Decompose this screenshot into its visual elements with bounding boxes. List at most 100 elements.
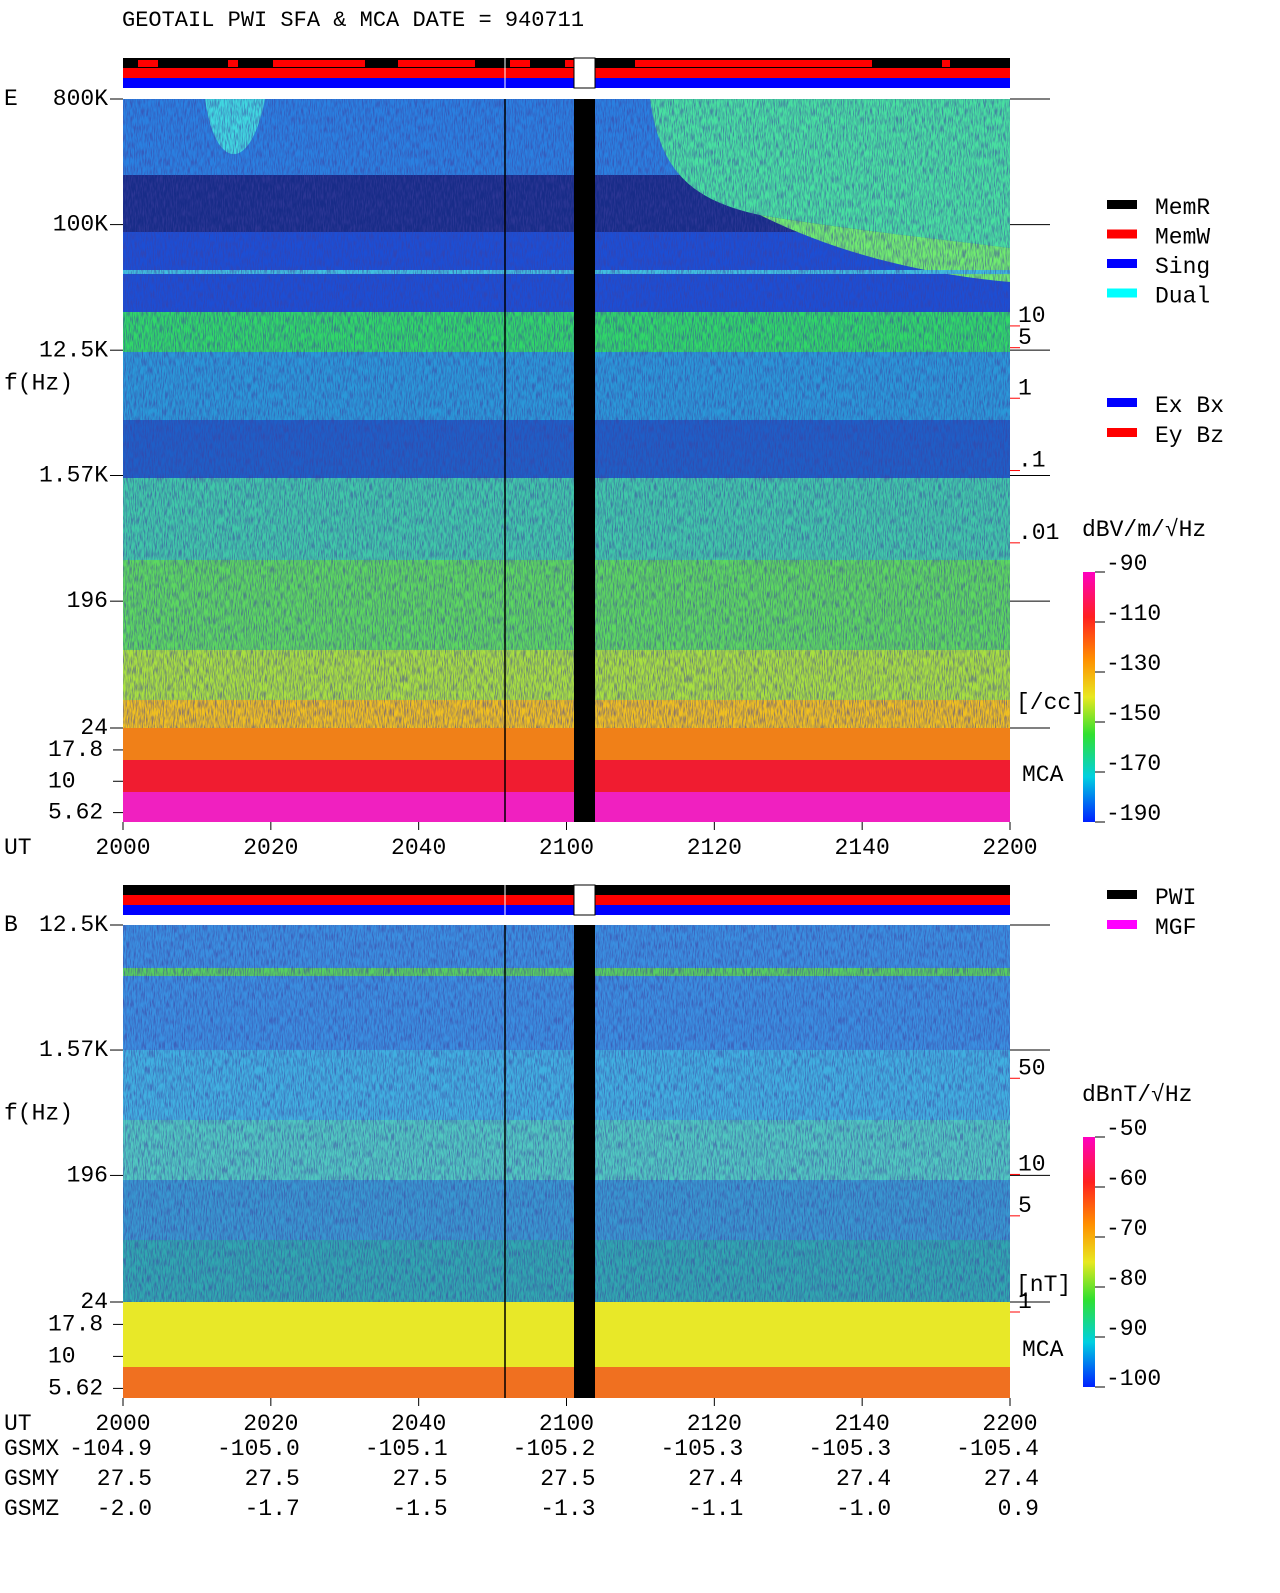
mca-label: MCA bbox=[1022, 1337, 1064, 1363]
y2-tick-label: 5 bbox=[1018, 325, 1032, 351]
orbit-cell: 0.9 bbox=[998, 1496, 1039, 1522]
legend-swatch bbox=[1107, 398, 1137, 407]
legend-swatch bbox=[1107, 288, 1137, 298]
status-gap bbox=[573, 884, 596, 916]
colorbar-tick-label: -80 bbox=[1106, 1266, 1147, 1292]
orbit-cell: 27.4 bbox=[688, 1466, 743, 1492]
legend-swatch bbox=[1107, 890, 1137, 899]
orbit-cell: -105.1 bbox=[365, 1436, 448, 1462]
y-axis-label: f(Hz) bbox=[4, 371, 73, 397]
mca-tick-label: 10 bbox=[48, 1343, 76, 1369]
y-tick-label: 24 bbox=[80, 715, 108, 741]
y-axis-label: f(Hz) bbox=[4, 1101, 73, 1127]
status-seg bbox=[273, 60, 365, 67]
x-tick-label: 2020 bbox=[243, 1411, 298, 1437]
x-tick-label: 2200 bbox=[982, 835, 1037, 861]
colorbar-tick-label: -90 bbox=[1106, 1316, 1147, 1342]
mca-tick-label: 17.8 bbox=[48, 737, 103, 763]
orbit-cell: -104.9 bbox=[69, 1436, 152, 1462]
colorbar-tick-label: -150 bbox=[1106, 701, 1161, 727]
x-tick-label: 2100 bbox=[539, 1411, 594, 1437]
y2-tick-label: 5 bbox=[1018, 1193, 1032, 1219]
orbit-cell: -1.7 bbox=[245, 1496, 300, 1522]
x-tick-label: 2020 bbox=[243, 835, 298, 861]
y-tick-label: 100K bbox=[53, 212, 108, 238]
mca-tick-label: 5.62 bbox=[48, 800, 103, 826]
orbit-cell: 27.4 bbox=[984, 1466, 1039, 1492]
legend-label: Ex Bx bbox=[1155, 393, 1224, 419]
mca-label: MCA bbox=[1022, 762, 1064, 788]
mca-band bbox=[123, 1302, 1010, 1335]
data-gap bbox=[574, 925, 595, 1398]
orbit-cell: 27.5 bbox=[245, 1466, 300, 1492]
mca-band bbox=[123, 728, 1010, 760]
status-bar bbox=[123, 895, 1010, 905]
x-tick-label: 2120 bbox=[687, 835, 742, 861]
legend-label: MemW bbox=[1155, 225, 1210, 251]
legend-swatch bbox=[1107, 229, 1137, 239]
legend-label: MGF bbox=[1155, 915, 1196, 941]
mca-band bbox=[123, 760, 1010, 792]
legend-swatch bbox=[1107, 428, 1137, 437]
x-tick-label: 2120 bbox=[687, 1411, 742, 1437]
legend-swatch bbox=[1107, 200, 1137, 209]
orbit-cell: -105.3 bbox=[661, 1436, 744, 1462]
mca-band bbox=[123, 1335, 1010, 1367]
colorbar-tick-label: -110 bbox=[1106, 601, 1161, 627]
status-seg bbox=[138, 60, 158, 67]
mca-tick-label: 17.8 bbox=[48, 1311, 103, 1337]
x-tick-label: 2100 bbox=[539, 835, 594, 861]
y2-axis-label: [nT] bbox=[1016, 1272, 1071, 1298]
y2-tick-label: 1 bbox=[1018, 1289, 1032, 1315]
title: GEOTAIL PWI SFA & MCA DATE = 940711 bbox=[122, 8, 584, 33]
status-seg bbox=[635, 60, 872, 67]
status-bar bbox=[123, 68, 1010, 78]
y2-tick-label: 50 bbox=[1018, 1055, 1046, 1081]
legend-label: Dual bbox=[1155, 284, 1210, 310]
y-tick-label: 12.5K bbox=[39, 912, 108, 938]
x-tick-label: 2040 bbox=[391, 1411, 446, 1437]
status-seg bbox=[228, 60, 238, 67]
colorbar-tick-label: -190 bbox=[1106, 801, 1161, 827]
y-tick-label: 24 bbox=[80, 1289, 108, 1315]
y2-tick-label: .1 bbox=[1018, 448, 1046, 474]
orbit-row-label: GSMY bbox=[4, 1466, 59, 1492]
status-bar bbox=[123, 885, 1010, 895]
mca-band bbox=[123, 1367, 1010, 1398]
colorbar-tick-label: -170 bbox=[1106, 751, 1161, 777]
mca-tick-label: 10 bbox=[48, 768, 76, 794]
colorbar bbox=[1083, 1137, 1095, 1387]
y-tick-label: 1.57K bbox=[39, 463, 108, 489]
colorbar-tick-label: -50 bbox=[1106, 1116, 1147, 1142]
data-gap bbox=[574, 99, 595, 822]
orbit-cell: 27.5 bbox=[392, 1466, 447, 1492]
x-axis-label: UT bbox=[4, 835, 32, 861]
orbit-cell: -105.0 bbox=[217, 1436, 300, 1462]
y-tick-label: 12.5K bbox=[39, 337, 108, 363]
y2-axis-label: [/cc] bbox=[1016, 690, 1085, 716]
y-tick-label: 800K bbox=[53, 86, 108, 112]
x-tick-label: 2000 bbox=[95, 835, 150, 861]
colorbar-tick-label: -100 bbox=[1106, 1366, 1161, 1392]
x-tick-label: 2140 bbox=[835, 1411, 890, 1437]
noise bbox=[123, 99, 1010, 728]
orbit-cell: -105.4 bbox=[956, 1436, 1039, 1462]
orbit-cell: -1.0 bbox=[836, 1496, 891, 1522]
colorbar-tick-label: -130 bbox=[1106, 651, 1161, 677]
status-seg bbox=[942, 60, 950, 67]
orbit-cell: 27.5 bbox=[540, 1466, 595, 1492]
legend-swatch bbox=[1107, 259, 1137, 268]
status-bar bbox=[123, 905, 1010, 915]
orbit-cell: -105.2 bbox=[513, 1436, 596, 1462]
colorbar-label: dBV/m/√Hz bbox=[1082, 517, 1206, 543]
orbit-cell: -1.3 bbox=[540, 1496, 595, 1522]
colorbar-tick-label: -90 bbox=[1106, 551, 1147, 577]
colorbar-tick-label: -70 bbox=[1106, 1216, 1147, 1242]
panel-label: E bbox=[4, 86, 18, 112]
status-gap bbox=[573, 57, 596, 89]
colorbar bbox=[1083, 572, 1095, 822]
y-tick-label: 196 bbox=[67, 1163, 108, 1189]
status-bar bbox=[123, 78, 1010, 88]
orbit-cell: -1.1 bbox=[688, 1496, 743, 1522]
x-tick-label: 2000 bbox=[95, 1411, 150, 1437]
